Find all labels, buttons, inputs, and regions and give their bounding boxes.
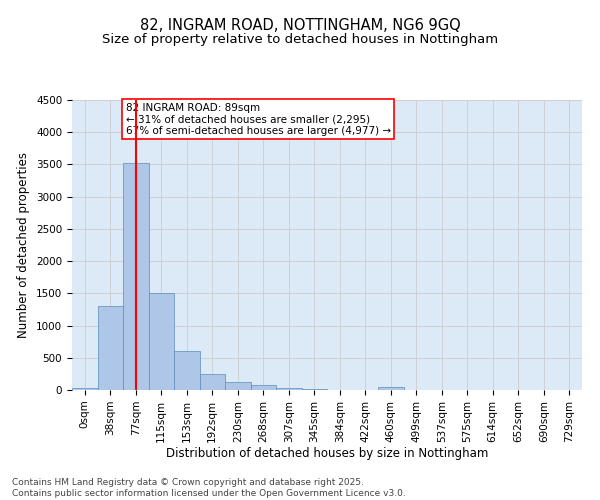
Bar (174, 352, 199, 390)
Y-axis label: Number of detached properties: Number of detached properties (17, 152, 31, 338)
Bar (123, 162, 149, 390)
Bar (378, 388, 404, 390)
Bar (276, 388, 302, 390)
Text: Contains HM Land Registry data © Crown copyright and database right 2025.
Contai: Contains HM Land Registry data © Crown c… (12, 478, 406, 498)
Text: 82, INGRAM ROAD, NOTTINGHAM, NG6 9GQ: 82, INGRAM ROAD, NOTTINGHAM, NG6 9GQ (140, 18, 460, 32)
Bar (149, 294, 174, 390)
Bar (72, 388, 97, 390)
Bar (199, 374, 225, 390)
Text: 82 INGRAM ROAD: 89sqm
← 31% of detached houses are smaller (2,295)
67% of semi-d: 82 INGRAM ROAD: 89sqm ← 31% of detached … (125, 102, 391, 136)
Bar (251, 385, 276, 390)
Text: Size of property relative to detached houses in Nottingham: Size of property relative to detached ho… (102, 32, 498, 46)
Bar (97, 306, 123, 390)
Bar (225, 382, 251, 390)
X-axis label: Distribution of detached houses by size in Nottingham: Distribution of detached houses by size … (166, 448, 488, 460)
